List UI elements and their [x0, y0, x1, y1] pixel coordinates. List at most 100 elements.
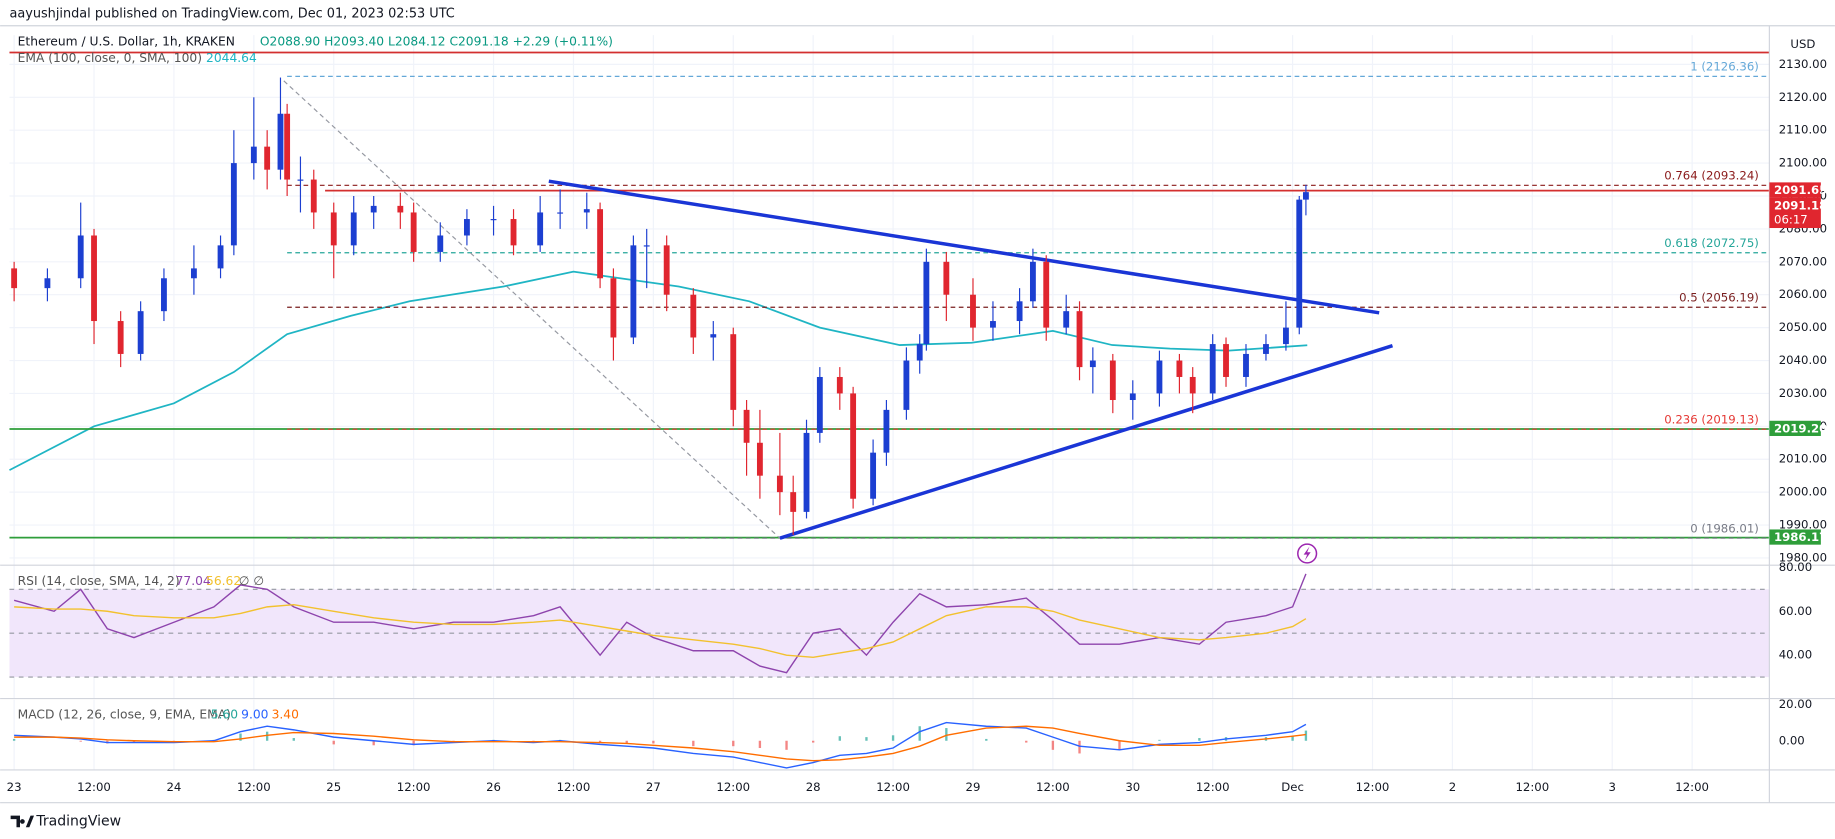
candle-body	[190, 268, 197, 279]
candle-body	[370, 205, 377, 213]
candle-body	[836, 376, 843, 394]
y-tick-label: 2050.00	[1779, 320, 1827, 334]
fib-label: 1 (2126.36)	[1690, 60, 1759, 74]
x-tick-label: 3	[1609, 780, 1616, 794]
candle-body	[410, 212, 417, 252]
candle-body	[850, 393, 857, 499]
macd-title: MACD (12, 26, close, 9, EMA, EMA)	[18, 707, 231, 721]
candle-body	[1109, 360, 1116, 401]
candle-body	[11, 268, 18, 289]
histogram-bar	[985, 738, 988, 741]
fib-label: 0.618 (2072.75)	[1664, 236, 1759, 250]
ema-value: 2044.64	[206, 51, 257, 65]
histogram-bar	[1158, 739, 1161, 741]
histogram-bar	[1118, 740, 1121, 750]
candle-body	[776, 475, 783, 493]
x-tick-label: 12:00	[1036, 780, 1070, 794]
y-tick-label: 40.00	[1779, 648, 1812, 662]
candle-body	[1223, 344, 1229, 377]
price-tag	[1769, 529, 1821, 545]
histogram-bar	[372, 740, 375, 746]
candle-body	[463, 219, 470, 236]
histogram-bar	[918, 726, 921, 741]
histogram-bar	[891, 735, 895, 741]
candle-body	[250, 146, 257, 164]
candle-body	[790, 492, 797, 512]
x-tick-label: 12:00	[397, 780, 431, 794]
candle-body	[1243, 353, 1249, 377]
y-tick-label: 2120.00	[1779, 90, 1827, 104]
legend-value: 56.62	[206, 574, 241, 588]
symbol: Ethereum / U.S. Dollar, 1h, KRAKEN	[18, 35, 235, 49]
price-tag-label: 2019.20	[1774, 421, 1827, 435]
histogram-bar	[412, 740, 415, 746]
y-tick-label: 2000.00	[1779, 485, 1827, 499]
candle-body	[597, 209, 604, 279]
candle-body	[161, 278, 167, 312]
frame	[0, 25, 1835, 804]
candle-body	[1283, 327, 1289, 345]
histogram-bar	[838, 736, 841, 741]
candle-body	[583, 209, 590, 213]
candle-body	[330, 212, 337, 246]
legend-extra: ∅ ∅	[239, 574, 264, 588]
candle-body	[870, 452, 877, 499]
legend-value: 3.40	[272, 707, 299, 721]
candle-body	[510, 219, 517, 246]
candle-body	[690, 294, 697, 338]
price-tag	[1769, 182, 1821, 198]
y-tick-label: 2130.00	[1779, 57, 1827, 71]
y-tick-label: 2040.00	[1779, 353, 1827, 367]
trendline	[779, 344, 1394, 540]
indicator-line	[14, 603, 1307, 659]
price-tag-label: 2091.65	[1774, 183, 1827, 197]
histogram-bar	[1025, 740, 1028, 743]
x-tick-label: 12:00	[557, 780, 591, 794]
candle-body	[284, 113, 291, 180]
ohlc: O2088.90 H2093.40 L2084.12 C2091.18 +2.2…	[260, 35, 613, 49]
price-tag-label: 1986.17	[1774, 530, 1827, 544]
histogram-bar	[292, 738, 295, 741]
y-tick-label: 2030.00	[1779, 386, 1827, 400]
indicator-line	[14, 725, 1307, 762]
candle-body	[903, 360, 910, 410]
candle-body	[710, 334, 717, 338]
price-tag-label: 2091.18	[1774, 198, 1827, 212]
x-tick-label: 12:00	[1675, 780, 1709, 794]
logo-mark	[10, 815, 35, 828]
price-tag	[1769, 197, 1821, 229]
histogram-bar	[652, 740, 655, 744]
candle-body	[1189, 376, 1196, 394]
legend-value: 5.60	[211, 707, 238, 721]
candle-body	[1263, 344, 1269, 354]
fib-label: 0.764 (2093.24)	[1664, 168, 1759, 182]
x-tick-label: 12:00	[237, 780, 271, 794]
grid	[9, 35, 1770, 770]
candle-body	[490, 219, 497, 221]
candle-body	[1043, 261, 1050, 328]
candle-body	[610, 278, 617, 338]
histogram-bar	[265, 731, 269, 741]
histogram-bar	[79, 740, 82, 742]
histogram-bar	[239, 733, 242, 741]
candle-body	[923, 261, 930, 345]
y-tick-label: 1990.00	[1779, 518, 1827, 532]
histogram-bar	[865, 737, 868, 741]
y-tick-label: 80.00	[1779, 560, 1812, 574]
candle-body	[756, 442, 763, 476]
histogram-bar	[945, 728, 948, 741]
candle-body	[1076, 311, 1083, 368]
candle-body	[91, 235, 97, 322]
histogram-bar	[812, 740, 815, 743]
marks	[9, 51, 1770, 769]
candle-body	[217, 245, 224, 269]
candle-body	[277, 113, 284, 170]
candle-body	[1029, 261, 1036, 302]
y-tick-label: 2110.00	[1779, 123, 1827, 137]
candle-body	[630, 245, 637, 338]
logo	[10, 815, 35, 828]
fib-label: 0 (1986.01)	[1690, 521, 1759, 535]
candle-body	[297, 179, 304, 181]
alert-bolt	[1303, 546, 1311, 561]
